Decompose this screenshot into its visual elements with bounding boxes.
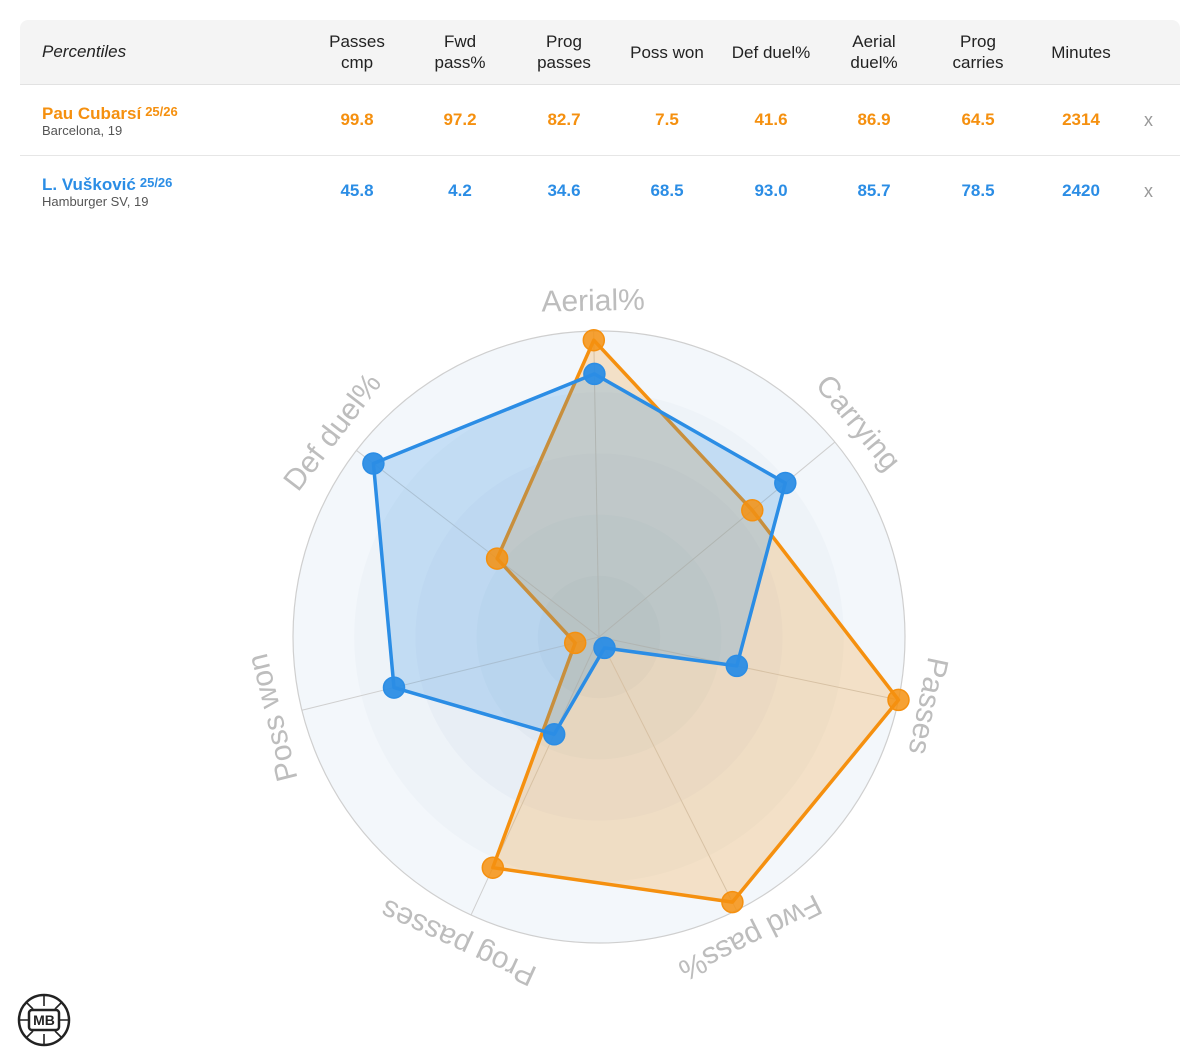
header-col-2[interactable]: Prog passes: [512, 20, 616, 84]
radar-point[interactable]: [583, 362, 606, 386]
header-col-label: Aerial: [852, 32, 896, 51]
radar-spoke: [598, 441, 836, 638]
value-cell: 97.2: [443, 110, 477, 129]
value-cell: 34.6: [547, 181, 581, 200]
value-cell: 86.9: [857, 110, 891, 129]
player-name: Pau Cubarsí: [42, 104, 142, 123]
radar-point[interactable]: [741, 499, 764, 522]
player-info: Pau Cubarsí 25/26 Barcelona, 19: [42, 85, 178, 155]
radar-point[interactable]: [362, 452, 385, 475]
radar-spoke: [598, 636, 899, 701]
percentiles-table: Percentiles Passes cmp Fwd pass% Prog passes P…: [20, 20, 1180, 226]
radar-point[interactable]: [382, 676, 406, 699]
radar-spoke: [598, 636, 738, 911]
radar-point[interactable]: [485, 547, 509, 570]
value-cell: 99.8: [340, 110, 374, 129]
radar-point[interactable]: [774, 471, 797, 495]
value-cell: 78.5: [961, 181, 995, 200]
header-col-label: pass%: [434, 53, 486, 72]
player-name: L. Vušković: [42, 175, 136, 194]
header-col-label: Passes: [329, 32, 385, 51]
header-col-label: duel%: [850, 53, 898, 72]
header-col-label: Minutes: [1051, 42, 1111, 62]
header-col-label: Poss won: [630, 42, 704, 62]
header-col-label: cmp: [340, 53, 374, 72]
radar-point[interactable]: [582, 328, 606, 352]
header-col-label: Fwd: [443, 32, 477, 51]
header-col-label: carries: [952, 53, 1004, 72]
header-col-label: Prog: [960, 32, 996, 51]
radar-spoke: [356, 450, 600, 638]
mb-logo: MB: [17, 993, 71, 1047]
remove-player-button[interactable]: x: [1144, 180, 1153, 201]
header-col-label: Prog: [546, 32, 582, 51]
logo-text: MB: [33, 1012, 55, 1028]
radar-series-area: [371, 372, 788, 737]
value-cell: 2420: [1062, 181, 1100, 200]
header-col-5[interactable]: Aerial duel%: [822, 20, 926, 84]
player-season: 25/26: [145, 104, 178, 119]
radar-series-area: [491, 338, 901, 904]
value-cell: 64.5: [961, 110, 995, 129]
player-season: 25/26: [139, 175, 173, 190]
value-cell: 93.0: [754, 181, 788, 200]
value-cell: 7.5: [655, 110, 679, 129]
header-percentiles: Percentiles: [42, 42, 127, 61]
header-col-0[interactable]: Passes cmp: [305, 20, 409, 84]
radar-spoke: [301, 636, 600, 711]
value-cell: 85.7: [857, 181, 891, 200]
remove-player-button[interactable]: x: [1144, 109, 1153, 130]
player-name-line[interactable]: Pau Cubarsí 25/26: [42, 102, 178, 123]
player-info: L. Vušković 25/26 Hamburger SV, 19: [42, 156, 172, 226]
value-cell: 45.8: [340, 181, 374, 200]
radar-point[interactable]: [725, 654, 749, 678]
player-club: Barcelona, 19: [42, 123, 123, 138]
table-row: L. Vušković 25/26 Hamburger SV, 19 45.8 4.2 3…: [20, 156, 1180, 226]
header-col-1[interactable]: Fwd pass%: [408, 20, 512, 84]
header-col-4[interactable]: Def duel%: [719, 20, 823, 84]
player-club: Hamburger SV, 19: [42, 194, 149, 209]
radar-axis-label: Passes: [902, 654, 955, 757]
radar-point[interactable]: [563, 631, 587, 655]
radar-axis-label: Aerial%: [541, 284, 645, 319]
value-cell: 82.7: [547, 110, 581, 129]
header-col-label: Def duel%: [731, 42, 811, 62]
header-col-label: passes: [537, 53, 591, 72]
header-col-3[interactable]: Poss won: [615, 20, 719, 84]
table-header: Percentiles Passes cmp Fwd pass% Prog passes P…: [20, 20, 1180, 85]
header-col-6[interactable]: Prog carries: [926, 20, 1030, 84]
radar-point[interactable]: [481, 856, 505, 879]
radar-point[interactable]: [542, 723, 566, 746]
value-cell: 41.6: [754, 110, 788, 129]
value-cell: 2314: [1062, 110, 1100, 129]
radar-point[interactable]: [721, 890, 744, 914]
radar-point[interactable]: [887, 688, 910, 712]
value-cell: 4.2: [448, 181, 472, 200]
radar-point[interactable]: [593, 636, 616, 660]
table-row: Pau Cubarsí 25/26 Barcelona, 19 99.8 97.2 82.…: [20, 85, 1180, 156]
header-col-7[interactable]: Minutes: [1029, 20, 1133, 84]
value-cell: 68.5: [650, 181, 684, 200]
player-name-line[interactable]: L. Vušković 25/26: [42, 173, 172, 194]
